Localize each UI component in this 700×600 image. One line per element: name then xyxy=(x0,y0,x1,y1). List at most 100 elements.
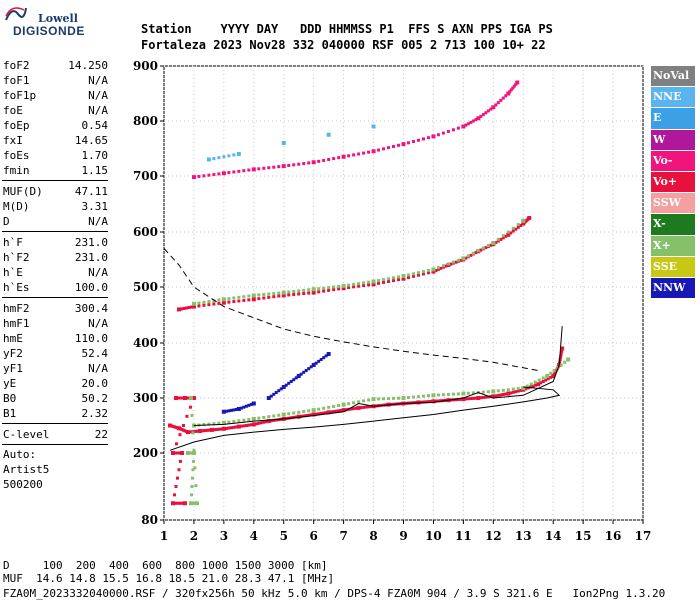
data-point xyxy=(212,299,216,303)
data-point xyxy=(504,392,508,396)
x-tick-label: 3 xyxy=(220,529,228,543)
data-point xyxy=(292,378,296,382)
data-point xyxy=(326,410,331,415)
data-point xyxy=(239,406,243,410)
param-row: foEp 0.54 xyxy=(0,118,110,133)
data-point xyxy=(192,448,196,452)
param-separator xyxy=(2,423,108,424)
data-point xyxy=(536,382,541,387)
param-value: N/A xyxy=(88,266,108,279)
data-point xyxy=(382,280,386,284)
data-point xyxy=(474,251,478,255)
x-tick-label: 5 xyxy=(280,529,288,543)
data-point xyxy=(221,420,226,425)
data-point xyxy=(191,459,195,463)
logo-digisonde: DIGISONDE xyxy=(13,24,85,38)
data-point xyxy=(341,286,346,291)
param-label: foF1 xyxy=(3,74,30,87)
data-point xyxy=(392,276,396,280)
legend-item-xplus[interactable]: X+ xyxy=(651,235,695,256)
data-point xyxy=(197,304,201,308)
data-point xyxy=(232,408,236,412)
data-point xyxy=(436,267,440,271)
data-point xyxy=(549,371,553,375)
legend-item-voplus[interactable]: Vo+ xyxy=(651,171,695,193)
param-note: Artist5 xyxy=(3,463,50,476)
param-value: 47.11 xyxy=(74,185,108,198)
data-point xyxy=(397,278,401,282)
data-point xyxy=(307,413,311,417)
data-point xyxy=(200,429,204,433)
data-point xyxy=(207,300,211,304)
legend-item-sse[interactable]: SSE xyxy=(651,256,695,277)
data-point xyxy=(181,424,185,427)
x-tick-label: 2 xyxy=(190,529,198,543)
data-point xyxy=(563,360,567,364)
data-point xyxy=(552,372,556,376)
data-point xyxy=(206,157,211,162)
param-value: 110.0 xyxy=(74,332,108,345)
data-point xyxy=(546,377,550,381)
param-row: yF2 52.4 xyxy=(0,346,110,361)
legend-item-vominus[interactable]: Vo- xyxy=(651,150,695,171)
param-value: N/A xyxy=(88,104,108,117)
data-point xyxy=(511,390,515,394)
data-point xyxy=(264,420,268,424)
data-point xyxy=(185,414,189,418)
legend-item-xminus[interactable]: X- xyxy=(651,214,695,235)
data-point xyxy=(499,393,503,397)
data-point xyxy=(496,237,500,241)
data-point xyxy=(364,405,368,409)
data-point xyxy=(461,256,466,261)
legend[interactable]: NoVal NNE E W Vo- Vo+ SSW X- X+ SSE NNW xyxy=(651,66,695,299)
data-point xyxy=(172,493,176,497)
legend-item-e[interactable]: E xyxy=(651,108,695,129)
param-value: N/A xyxy=(88,215,108,228)
data-point xyxy=(352,282,356,286)
data-point xyxy=(484,246,488,250)
data-point xyxy=(277,294,281,298)
data-point xyxy=(426,271,430,275)
data-point xyxy=(274,391,278,394)
data-point xyxy=(281,293,286,298)
data-point xyxy=(174,485,178,488)
data-point xyxy=(337,287,341,291)
legend-item-ssw[interactable]: SSW xyxy=(651,193,695,214)
data-point xyxy=(311,160,316,165)
data-point xyxy=(456,392,460,396)
data-point xyxy=(454,398,458,402)
legend-item-noval[interactable]: NoVal xyxy=(651,66,695,87)
data-point xyxy=(287,163,291,167)
data-point xyxy=(332,157,336,161)
data-point xyxy=(471,396,475,400)
data-point xyxy=(221,426,226,431)
data-point xyxy=(441,131,445,135)
data-point xyxy=(441,264,445,268)
data-point xyxy=(207,173,211,177)
data-point xyxy=(322,356,326,360)
data-point xyxy=(188,405,192,409)
data-point xyxy=(229,426,233,430)
data-point xyxy=(554,369,558,372)
param-note: Auto: xyxy=(3,448,37,461)
data-point xyxy=(367,283,371,287)
data-point xyxy=(234,425,238,429)
data-point xyxy=(267,415,271,419)
y-tick-label: 80 xyxy=(141,513,158,527)
data-point xyxy=(222,155,226,159)
header-values: Fortaleza 2023 Nov28 332 040000 RSF 005 … xyxy=(141,38,546,52)
data-point xyxy=(292,411,296,415)
data-point xyxy=(242,295,246,299)
data-point xyxy=(236,152,241,156)
data-point xyxy=(227,297,231,301)
profile-curve xyxy=(193,326,563,426)
data-point xyxy=(322,158,326,162)
data-point xyxy=(202,303,206,307)
data-point xyxy=(194,484,198,488)
legend-item-w[interactable]: W xyxy=(651,129,695,150)
legend-item-nnw[interactable]: NNW xyxy=(651,277,695,299)
legend-item-nne[interactable]: NNE xyxy=(651,87,695,108)
data-point xyxy=(491,241,496,245)
param-value: N/A xyxy=(88,362,108,375)
param-separator xyxy=(2,444,108,445)
